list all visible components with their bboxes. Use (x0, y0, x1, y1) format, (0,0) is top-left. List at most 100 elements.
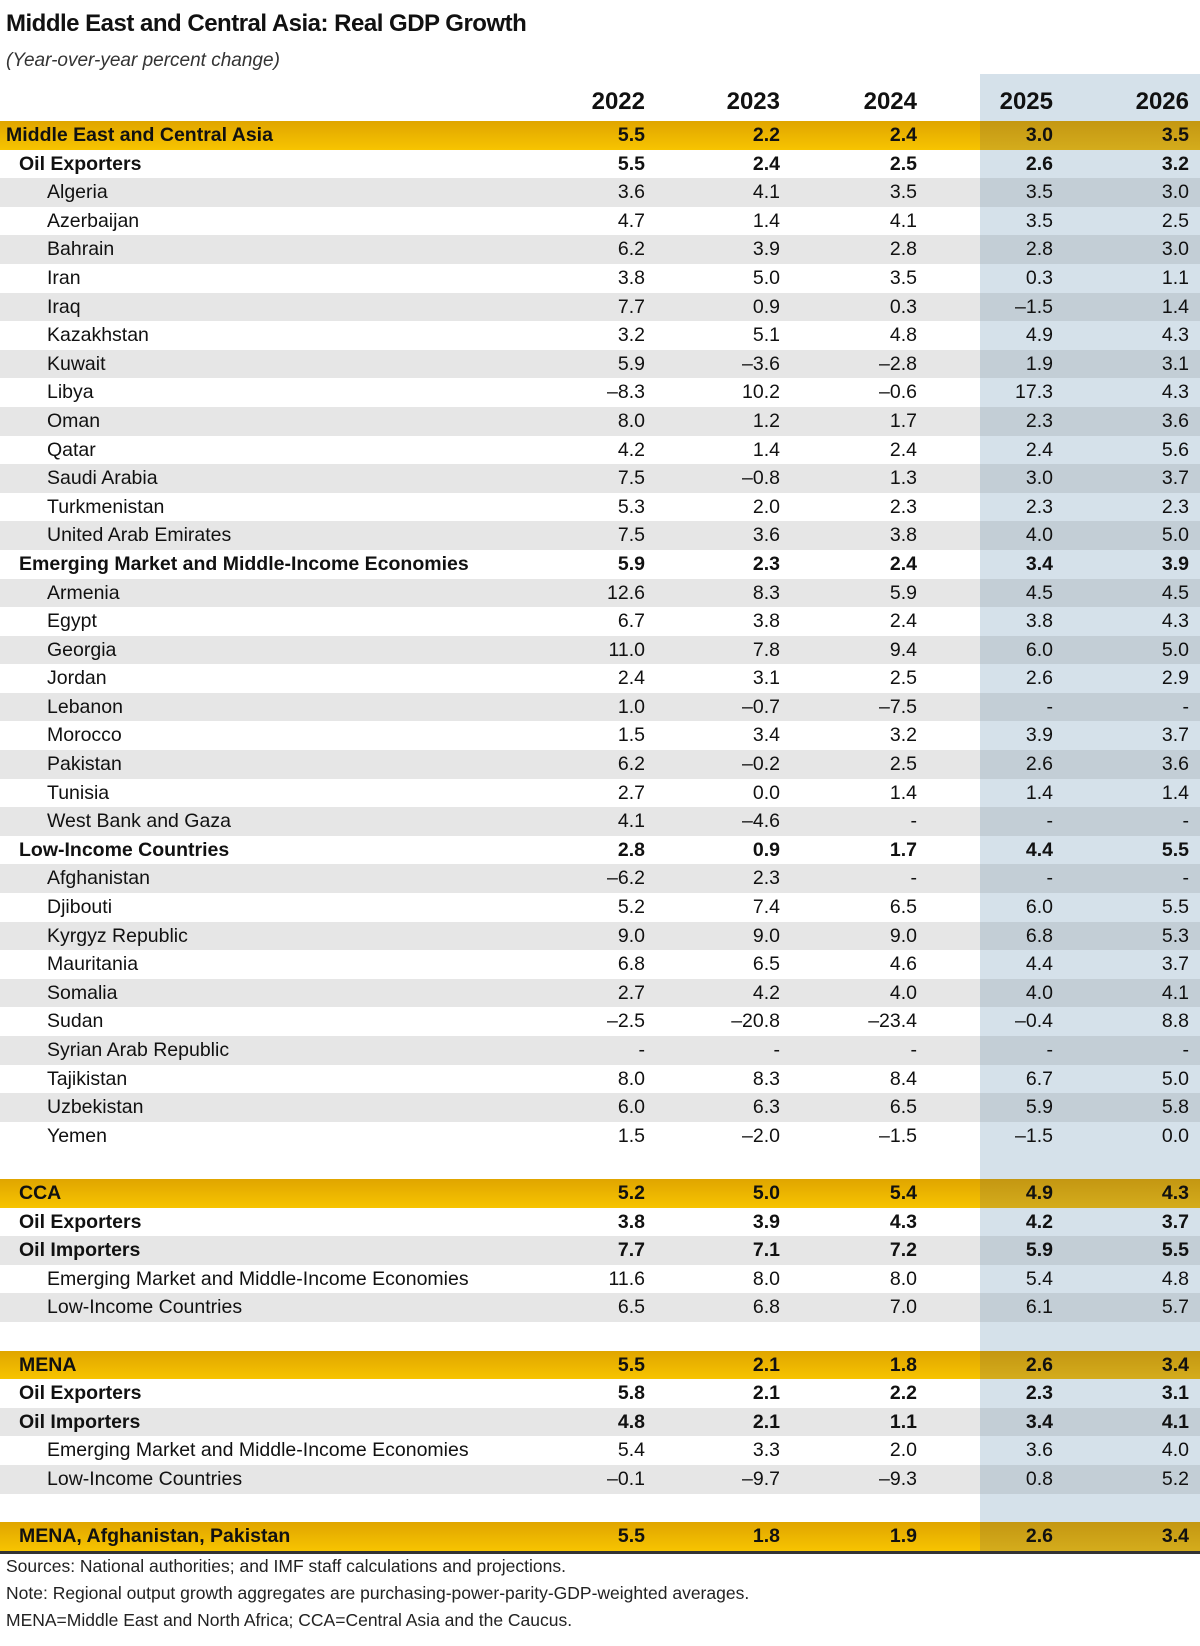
value-2026: 4.3 (1161, 610, 1189, 633)
country-row: Iraq 7.7 0.9 0.3 –1.5 1.4 (0, 292, 1200, 322)
value-2024: 6.5 (889, 1096, 917, 1119)
row-label: Oil Exporters (19, 1382, 142, 1405)
country-row: Jordan 2.4 3.1 2.5 2.6 2.9 (0, 664, 1200, 693)
row-label: Low-Income Countries (47, 1467, 243, 1490)
value-2022: 5.5 (617, 152, 645, 175)
value-2024: 5.4 (889, 1181, 917, 1204)
value-2022: 5.5 (617, 124, 645, 146)
value-2025: 4.0 (1025, 524, 1053, 547)
value-2024: 2.3 (889, 495, 917, 518)
row-label: West Bank and Gaza (47, 810, 231, 833)
projection-cell-shade (980, 1236, 1200, 1265)
projection-cell-shade (980, 1350, 1200, 1380)
value-2025: - (1046, 695, 1054, 718)
spacer-row (0, 1321, 1200, 1351)
value-2023: 5.0 (752, 1181, 780, 1204)
row-label: Kyrgyz Republic (47, 924, 188, 947)
value-2023: 8.0 (752, 1267, 780, 1290)
country-row: Emerging Market and Middle-Income Econom… (0, 1264, 1200, 1294)
projection-cell-shade (980, 1264, 1200, 1294)
value-2026: 3.1 (1161, 352, 1189, 375)
value-2022: 3.2 (617, 324, 645, 347)
value-2022: 11.6 (608, 1267, 645, 1290)
row-label: United Arab Emirates (47, 524, 232, 547)
value-2022: 6.0 (617, 1096, 645, 1119)
country-row: Iran 3.8 5.0 3.5 0.3 1.1 (0, 263, 1200, 293)
value-2026: 3.7 (1161, 1210, 1189, 1233)
row-label: Middle East and Central Asia (6, 124, 273, 146)
value-2026: 5.0 (1161, 524, 1189, 547)
row-label: Morocco (47, 724, 122, 747)
value-2023: 9.0 (752, 924, 780, 947)
projection-cell-shade (980, 178, 1200, 207)
country-row: Low-Income Countries –0.1 –9.7 –9.3 0.8 5.2 (0, 1464, 1200, 1494)
country-row: Yemen 1.5 –2.0 –1.5 –1.5 0.0 (0, 1121, 1200, 1151)
row-label: CCA (19, 1181, 62, 1204)
value-2022: 1.0 (617, 695, 645, 718)
value-2022: –8.3 (607, 381, 645, 404)
value-2024: 4.3 (889, 1210, 917, 1233)
value-2024: 2.5 (889, 667, 917, 690)
projection-cell-shade (980, 149, 1200, 179)
row-label: Djibouti (47, 896, 113, 919)
value-2025: 3.6 (1025, 1439, 1053, 1462)
country-row: Lebanon 1.0 –0.7 –7.5 - - (0, 692, 1200, 722)
projection-cell-shade (980, 1093, 1200, 1122)
value-2025: 4.9 (1025, 1181, 1053, 1204)
value-2023: 6.8 (752, 1296, 780, 1319)
value-2026: 3.7 (1161, 724, 1189, 747)
value-2026: 3.9 (1161, 552, 1189, 575)
value-2026: 3.4 (1161, 1353, 1189, 1376)
projection-cell-shade (980, 464, 1200, 493)
value-2022: 6.7 (617, 610, 645, 633)
row-label: Mauritania (47, 953, 139, 976)
projection-cell-shade (980, 1407, 1200, 1437)
row-label: Saudi Arabia (47, 467, 158, 490)
value-2026: 1.4 (1161, 295, 1189, 318)
row-label: Azerbaijan (47, 209, 140, 232)
value-2023: 2.1 (752, 1410, 780, 1433)
projection-cell-shade (980, 121, 1200, 150)
value-2024: 9.0 (889, 924, 917, 947)
row-label: Jordan (47, 667, 107, 690)
value-2022: 4.2 (617, 438, 645, 461)
value-2024: –23.4 (868, 1010, 917, 1033)
value-2022: 6.2 (617, 238, 645, 261)
value-2026: 5.0 (1161, 638, 1189, 661)
value-2024: 1.3 (889, 467, 917, 490)
value-2023: 8.3 (752, 1067, 780, 1090)
value-2023: 5.1 (752, 324, 780, 347)
value-2022: –6.2 (607, 867, 645, 890)
value-2025: –1.5 (1015, 1124, 1053, 1147)
value-2025: 4.4 (1025, 953, 1053, 976)
row-label: Oil Importers (19, 1410, 141, 1433)
projection-cell-shade (980, 978, 1200, 1008)
projection-cell-shade (980, 1150, 1200, 1179)
value-2022: 2.7 (617, 981, 645, 1004)
value-2026: 1.1 (1161, 266, 1189, 289)
value-2022: 4.8 (617, 1410, 645, 1433)
value-2026: 3.7 (1161, 953, 1189, 976)
group-row: Oil Importers 4.8 2.1 1.1 3.4 4.1 (0, 1407, 1200, 1437)
value-2022: 6.8 (617, 953, 645, 976)
country-row: Pakistan 6.2 –0.2 2.5 2.6 3.6 (0, 750, 1200, 779)
value-2022: –0.1 (607, 1467, 645, 1490)
value-2026: - (1182, 867, 1190, 890)
value-2024: - (910, 867, 918, 890)
value-2023: 2.3 (752, 867, 780, 890)
value-2022: 5.5 (617, 1525, 645, 1548)
value-2023: 4.1 (752, 181, 780, 204)
table-bottom-rule (0, 1551, 1200, 1554)
value-2024: 2.5 (889, 753, 917, 776)
value-2023: –0.7 (742, 695, 780, 718)
projection-cell-shade (980, 1321, 1200, 1351)
row-label: Egypt (47, 610, 97, 633)
value-2025: 3.5 (1025, 209, 1053, 232)
country-row: Morocco 1.5 3.4 3.2 3.9 3.7 (0, 721, 1200, 751)
row-label: Oman (47, 409, 101, 432)
value-2024: 6.5 (889, 896, 917, 919)
projection-cell-shade (980, 864, 1200, 894)
value-2023: 0.9 (752, 838, 780, 861)
region-row: CCA 5.2 5.0 5.4 4.9 4.3 (0, 1178, 1200, 1208)
value-2022: 3.8 (617, 1210, 645, 1233)
